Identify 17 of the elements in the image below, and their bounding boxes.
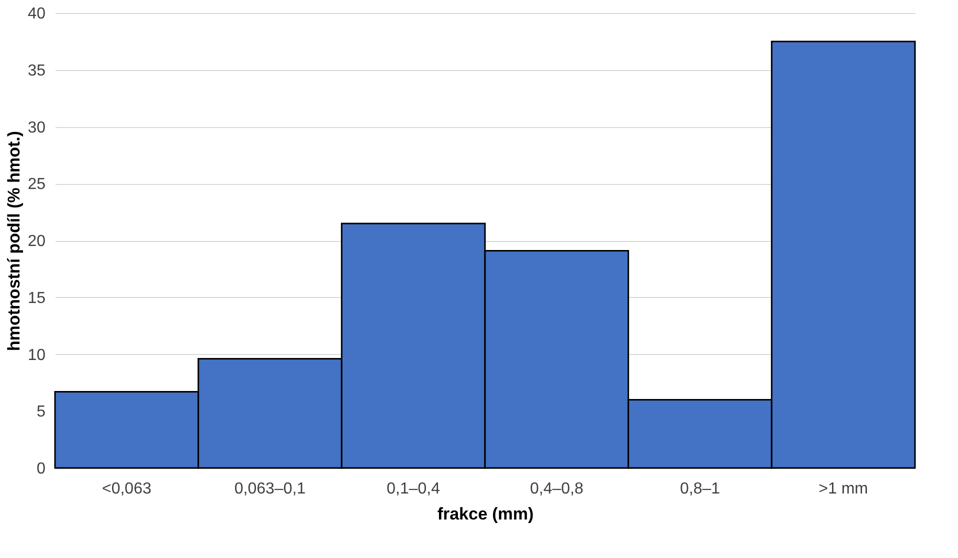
y-tick-label: 10 bbox=[28, 346, 46, 364]
x-tick-label: <0,063 bbox=[102, 480, 152, 498]
y-tick-label: 35 bbox=[28, 62, 46, 80]
y-tick-label: 40 bbox=[28, 6, 46, 22]
x-tick-label: >1 mm bbox=[818, 480, 868, 498]
x-tick-label: 0,1–0,4 bbox=[386, 480, 440, 498]
x-tick-label: 0,8–1 bbox=[680, 480, 720, 498]
x-tick-label: 0,063–0,1 bbox=[234, 480, 306, 498]
y-tick-label: 5 bbox=[36, 404, 46, 421]
y-tick-label: 25 bbox=[28, 176, 46, 194]
y-tick-label: 0 bbox=[36, 460, 46, 478]
x-tick-label: 0,4–0,8 bbox=[530, 480, 584, 498]
x-axis-title: frakce (mm) bbox=[437, 504, 534, 524]
y-axis-title: hmotnostní podíl (% hmot.) bbox=[4, 130, 24, 352]
y-tick-label: 15 bbox=[28, 290, 46, 307]
y-tick-label: 30 bbox=[28, 119, 46, 136]
y-tick-label: 20 bbox=[28, 233, 46, 250]
